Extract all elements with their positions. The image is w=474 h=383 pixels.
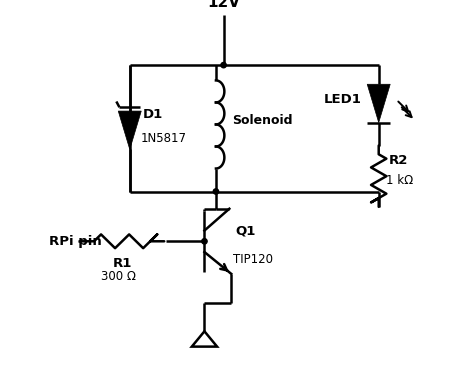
Text: 1 kΩ: 1 kΩ <box>386 173 413 187</box>
Circle shape <box>221 62 226 68</box>
Text: 12V: 12V <box>207 0 240 10</box>
Text: Q1: Q1 <box>235 224 255 237</box>
Polygon shape <box>118 111 141 149</box>
Text: R2: R2 <box>388 154 408 167</box>
Text: 300 Ω: 300 Ω <box>101 270 136 283</box>
Polygon shape <box>367 84 390 123</box>
Text: Solenoid: Solenoid <box>232 114 292 127</box>
Text: D1: D1 <box>143 108 164 121</box>
Text: R1: R1 <box>112 257 132 270</box>
Polygon shape <box>192 331 217 347</box>
Text: RPi pin: RPi pin <box>49 235 102 248</box>
Circle shape <box>202 239 207 244</box>
Text: TIP120: TIP120 <box>233 253 273 266</box>
Text: 1N5817: 1N5817 <box>140 132 186 145</box>
Text: LED1: LED1 <box>324 93 362 106</box>
Circle shape <box>213 189 219 194</box>
